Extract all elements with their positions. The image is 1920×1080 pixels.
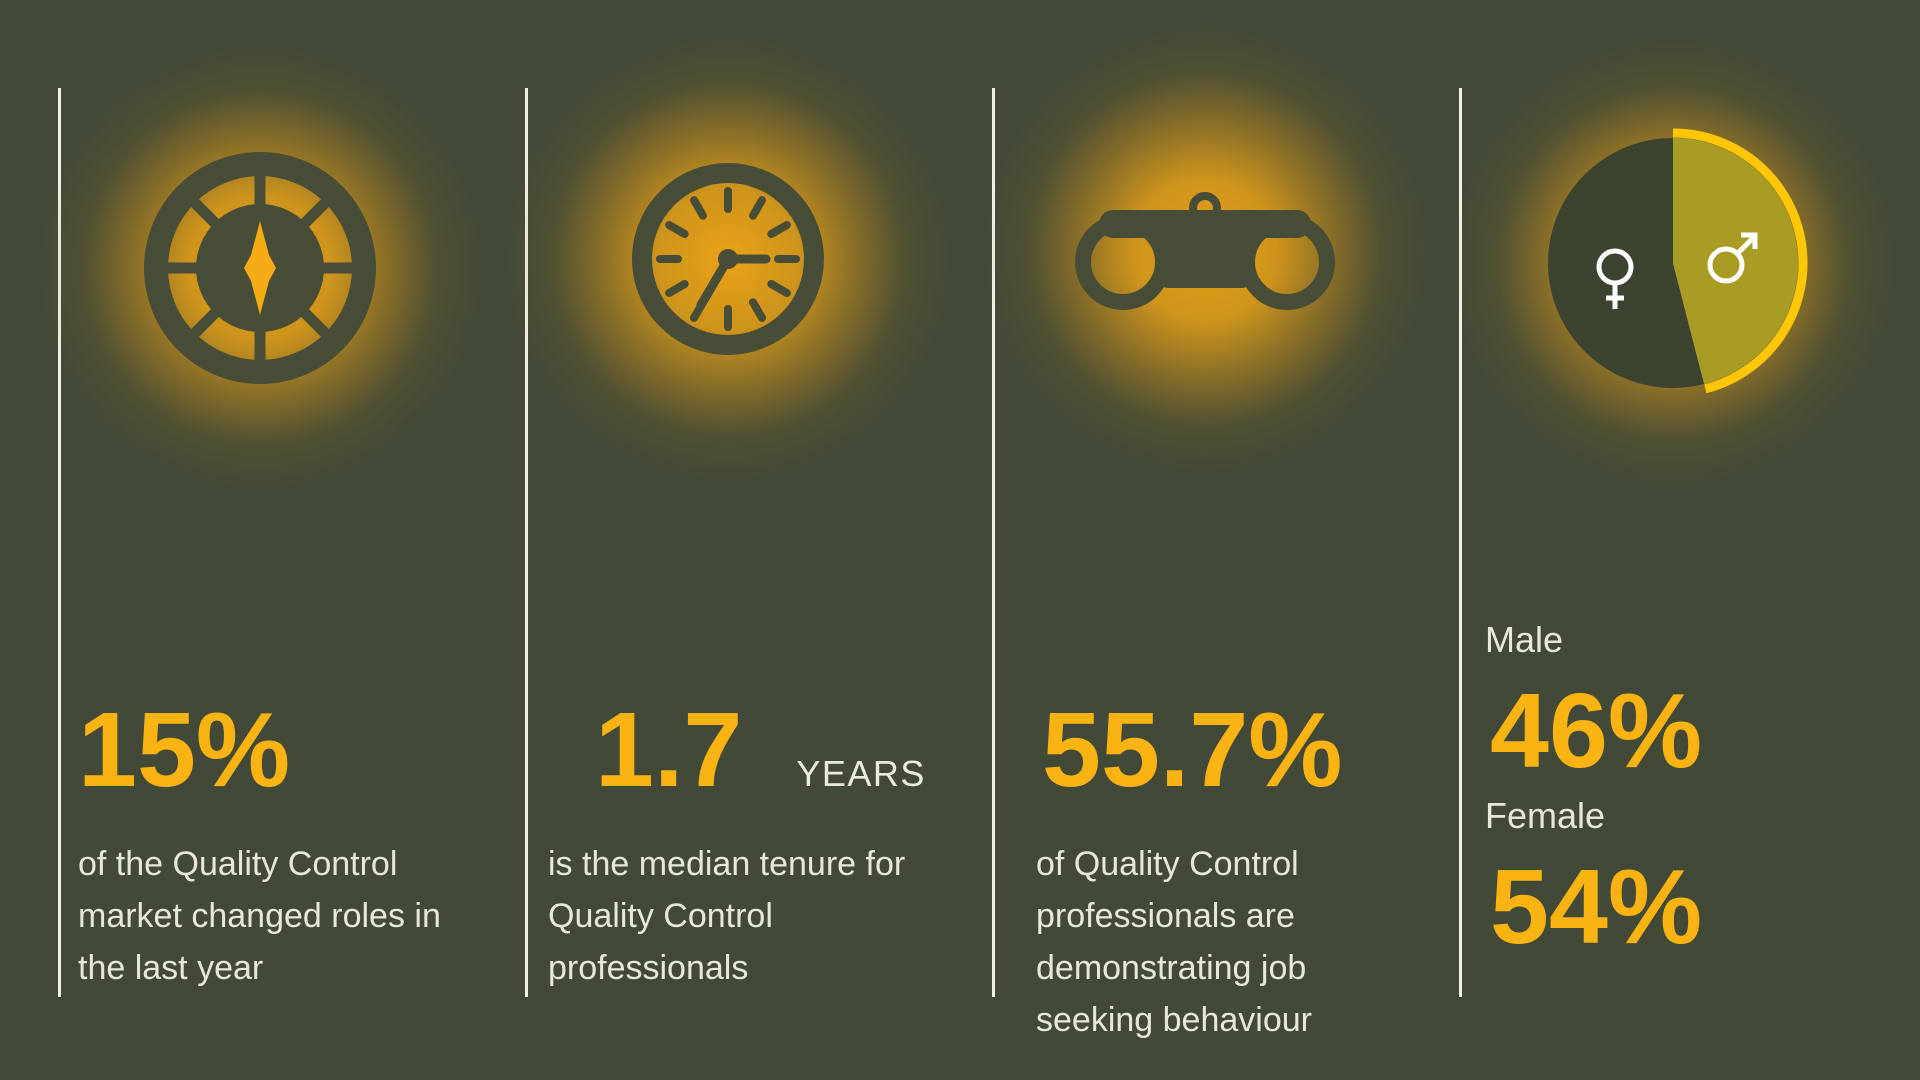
legend-label-male: Male: [1485, 619, 1564, 660]
pie-highlight-arc: [1672, 128, 1808, 394]
gender-pie-chart: [1547, 128, 1808, 394]
stat-description: of the Quality Control market changed ro…: [78, 845, 441, 987]
pie-slice-female: [1547, 138, 1705, 388]
stat-column-job-seeking: 55.7% of Quality Control professionals a…: [975, 0, 1459, 1080]
female-symbol-icon: [1596, 248, 1634, 309]
column-divider: [1459, 88, 1462, 997]
column-divider: [992, 88, 995, 997]
stat-unit: YEARS: [796, 753, 926, 794]
male-symbol-icon: [1707, 232, 1758, 284]
stat-column-gender-split: Male 46% Female 54%: [1443, 0, 1920, 1080]
stat-value-row: 1.7 YEARS: [595, 697, 926, 803]
pie-slice-male: [1673, 138, 1798, 385]
stat-description: of Quality Control professionals are dem…: [1036, 845, 1312, 1039]
compass-icon: [144, 152, 376, 384]
right-lens: [1239, 214, 1335, 310]
compass-needle: [244, 221, 276, 315]
column-divider: [58, 88, 61, 997]
clock-icon: [632, 163, 824, 355]
stat-value: 55.7%: [1042, 691, 1343, 809]
legend-label-female: Female: [1485, 795, 1606, 836]
stat-value: 15%: [78, 691, 291, 809]
stat-value: 1.7: [595, 691, 743, 809]
stat-description: is the median tenure for Quality Control…: [548, 845, 906, 987]
stat-column-median-tenure: 1.7 YEARS is the median tenure for Quali…: [498, 0, 992, 1080]
legend-value-male: 46%: [1490, 672, 1703, 790]
left-lens: [1075, 214, 1171, 310]
legend-value-female: 54%: [1490, 848, 1703, 966]
column-divider: [525, 88, 528, 997]
stat-column-changed-roles: 15% of the Quality Control market change…: [30, 0, 525, 1080]
binoculars-icon: [1075, 192, 1335, 310]
